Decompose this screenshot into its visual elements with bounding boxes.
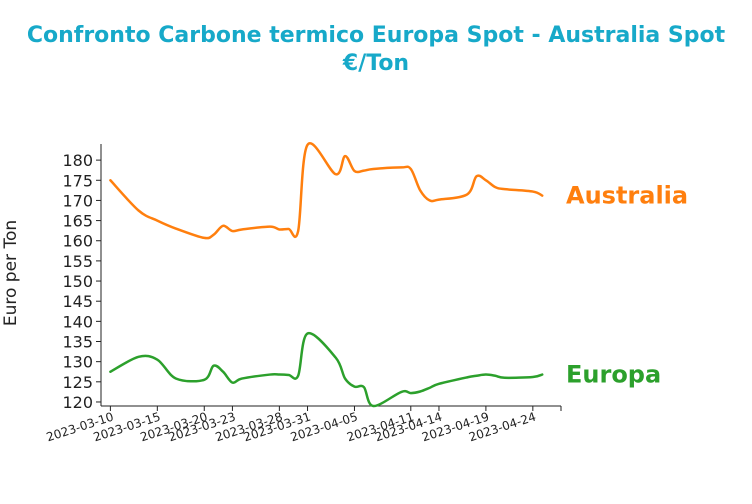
series-line-australia [109,142,544,240]
chart-title-line-2: €/Ton [342,51,410,76]
y-tick-label: 175 [62,171,93,190]
y-tick-label: 125 [62,373,93,392]
y-tick-label: 130 [62,353,93,372]
y-tick-label: 135 [62,333,93,352]
y-tick-label: 145 [62,292,93,311]
y-tick-label: 170 [62,191,93,210]
y-tick-label: 120 [62,393,93,412]
axes: 1201251301351401451501551601651701751802… [45,144,562,444]
y-tick-label: 160 [62,232,93,251]
series-line-europa [109,332,544,408]
y-tick-label: 140 [62,312,93,331]
series-lines [109,142,544,408]
y-tick-label: 150 [62,272,93,291]
chart-title: Confronto Carbone termico Europa Spot - … [0,22,752,78]
y-axis-label: Euro per Ton [1,220,21,326]
y-tick-label: 155 [62,252,93,271]
series-labels: Australia Europa [566,182,688,389]
y-tick-label: 180 [62,151,93,170]
series-label-europa: Europa [566,361,661,389]
chart-title-line-1: Confronto Carbone termico Europa Spot - … [26,23,726,48]
series-label-australia: Australia [566,182,688,210]
y-tick-label: 165 [62,212,93,231]
